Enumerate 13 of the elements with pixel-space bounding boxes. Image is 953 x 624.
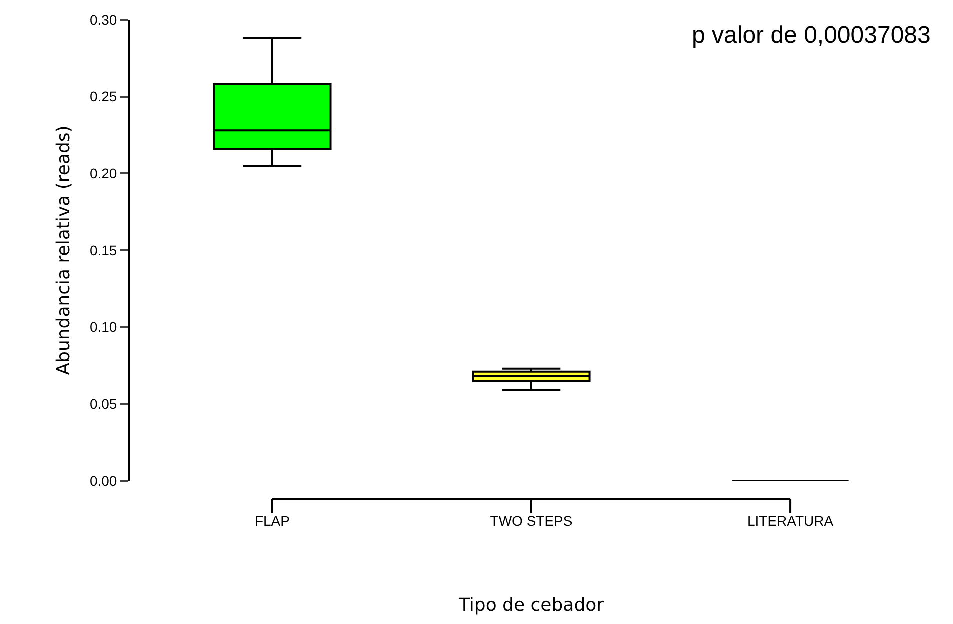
x-tick-label: TWO STEPS <box>490 513 573 529</box>
x-tick-label: FLAP <box>254 513 290 529</box>
x-tick-label: LITERATURA <box>747 513 834 529</box>
y-tick-label: 0.25 <box>90 88 118 105</box>
annotation: p valor de 0,00037083 <box>692 22 931 49</box>
y-tick-label: 0.30 <box>90 12 118 28</box>
x-axis-title: Tipo de cebador <box>458 595 605 616</box>
y-tick-label: 0.05 <box>90 396 118 412</box>
y-tick-label: 0.00 <box>90 472 118 489</box>
y-tick-label: 0.20 <box>90 166 118 182</box>
y-tick-label: 0.10 <box>90 319 118 336</box>
y-tick-label: 0.15 <box>90 242 118 258</box>
y-axis-title: Abundancia relativa (reads) <box>54 126 75 376</box>
